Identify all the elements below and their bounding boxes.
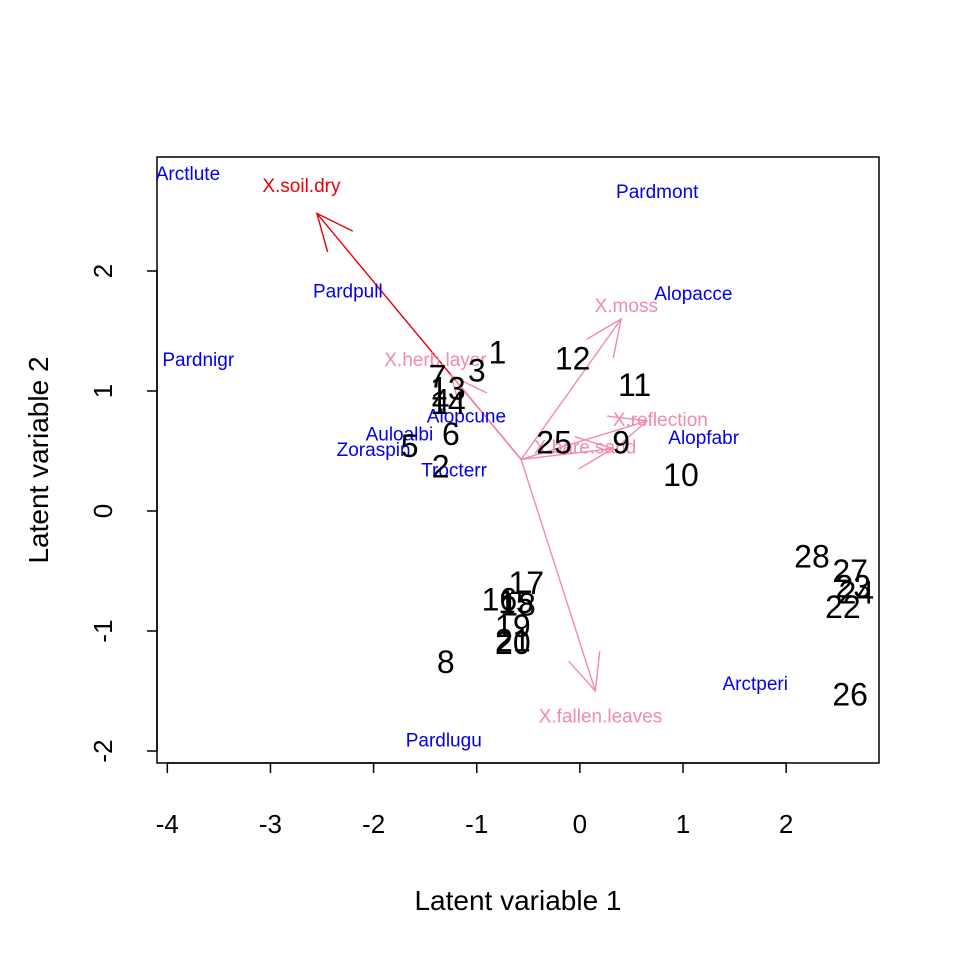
- site-label: 11: [618, 367, 651, 403]
- site-label: 17: [508, 565, 544, 601]
- species-label: Pardlugu: [406, 730, 482, 751]
- site-label: 21: [495, 622, 531, 658]
- x-tick-label: 1: [676, 809, 690, 839]
- site-label: 18: [500, 586, 536, 622]
- site-label: 28: [794, 538, 830, 574]
- site-label: 6: [442, 416, 460, 452]
- x-tick-label: -4: [156, 809, 179, 839]
- site-label: 26: [832, 676, 868, 712]
- site-label: 13: [430, 370, 466, 406]
- x-tick-label: -1: [465, 809, 488, 839]
- species-label: Arctperi: [722, 674, 787, 695]
- site-label: 10: [663, 457, 699, 493]
- env-label: X.reflection: [613, 410, 708, 431]
- env-label: X.herb.layer: [384, 350, 487, 371]
- site-label: 7: [429, 358, 447, 394]
- y-tick-label: 0: [88, 504, 118, 518]
- env-label: X.fallen.leaves: [539, 706, 663, 727]
- env-arrow-head: [568, 651, 601, 693]
- env-arrow-head: [449, 374, 488, 415]
- env-arrow-head: [607, 415, 649, 448]
- site-label: 24: [839, 574, 875, 610]
- y-tick-label: 2: [88, 264, 118, 278]
- y-axis-label: Latent variable 2: [23, 356, 54, 563]
- site-label: 1: [488, 334, 506, 370]
- species-labels: Arctlute Pardmont Alopacce Pardpull Pardnigr…: [156, 164, 788, 751]
- site-label: 5: [401, 428, 419, 464]
- species-label: Auloalbi: [366, 424, 434, 445]
- species-label: Alopacce: [654, 284, 732, 305]
- species-label: Arctlute: [156, 164, 220, 185]
- x-axis-label: Latent variable 1: [414, 885, 621, 916]
- site-label: 25: [536, 424, 572, 460]
- site-label: 19: [495, 608, 531, 644]
- site-label: 22: [825, 589, 861, 625]
- species-label: Alopcune: [427, 406, 506, 427]
- x-tick-label: -3: [259, 809, 282, 839]
- species-label: Zoraspin: [337, 440, 411, 461]
- site-label: 9: [612, 424, 630, 460]
- site-label: 12: [555, 340, 591, 376]
- site-label: 2: [432, 448, 450, 484]
- x-tick-label: 0: [573, 809, 587, 839]
- site-label: 3: [468, 352, 486, 388]
- x-tick-label: 2: [779, 809, 793, 839]
- y-tick-label: -1: [88, 619, 118, 642]
- env-label: X.bare.sand: [534, 438, 636, 459]
- env-arrow-head: [315, 212, 354, 253]
- species-label: Pardmont: [616, 182, 699, 203]
- env-arrow-head: [586, 317, 623, 359]
- species-label: Pardpull: [313, 282, 383, 303]
- site-label: 23: [835, 568, 871, 604]
- site-label: 20: [495, 625, 531, 661]
- env-arrow: [520, 459, 597, 692]
- env-arrow: [520, 318, 622, 460]
- x-tick-label: -2: [362, 809, 385, 839]
- species-label: Trocterr: [421, 460, 487, 481]
- env-label: X.moss: [595, 296, 658, 317]
- environment-arrows: X.soil.dry X.herb.layer X.moss X.reflection…: [262, 176, 708, 727]
- site-label: 15: [498, 584, 534, 620]
- x-axis: -4 -3 -2 -1 0 1 2: [156, 762, 793, 839]
- env-label: X.soil.dry: [262, 176, 341, 197]
- env-arrow-head: [574, 436, 615, 470]
- site-label: 4: [432, 382, 450, 418]
- species-label: Alopfabr: [668, 428, 739, 449]
- y-tick-label: -2: [88, 739, 118, 762]
- site-label: 27: [832, 553, 868, 589]
- env-arrow: [450, 374, 522, 460]
- site-label: 8: [437, 644, 455, 680]
- site-label: 14: [430, 385, 466, 421]
- species-label: Pardnigr: [162, 350, 234, 371]
- site-label: 16: [482, 582, 518, 618]
- y-axis: -2 -1 0 1 2: [88, 264, 158, 763]
- y-tick-label: 1: [88, 384, 118, 398]
- env-arrow: [521, 447, 613, 461]
